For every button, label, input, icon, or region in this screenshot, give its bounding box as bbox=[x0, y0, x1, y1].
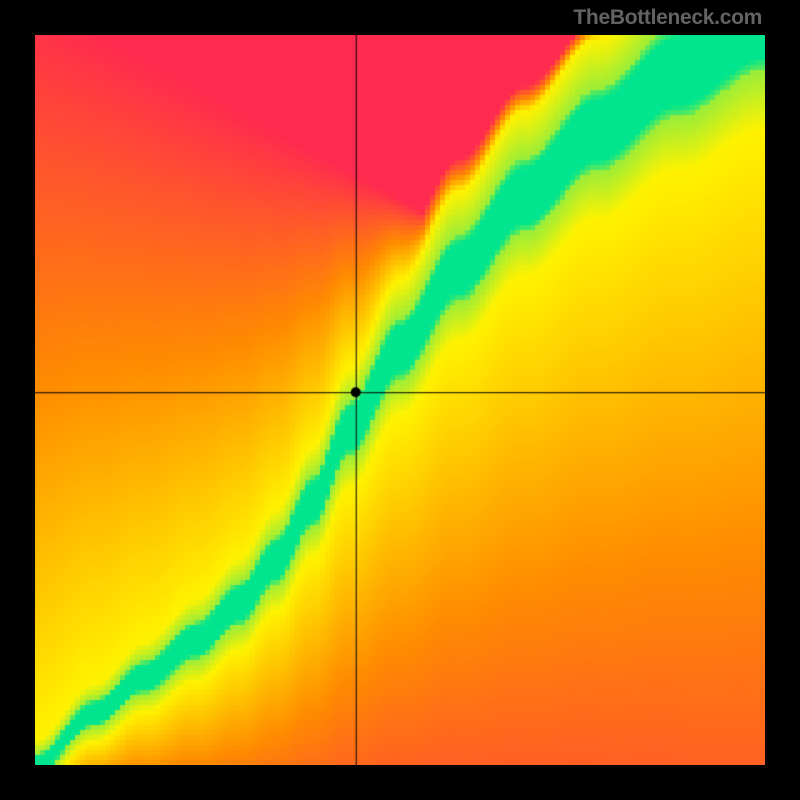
chart-container: TheBottleneck.com bbox=[0, 0, 800, 800]
watermark-text: TheBottleneck.com bbox=[573, 6, 762, 30]
heatmap-canvas bbox=[35, 35, 765, 765]
